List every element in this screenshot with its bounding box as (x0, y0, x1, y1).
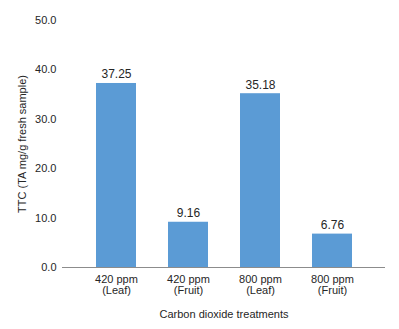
svg-text:10.0: 10.0 (35, 212, 56, 224)
svg-text:800 ppm(Leaf): 800 ppm(Leaf) (239, 273, 282, 296)
svg-text:35.18: 35.18 (245, 78, 275, 92)
svg-text:TTC (TA mg/g fresh sample): TTC (TA mg/g fresh sample) (16, 75, 28, 213)
svg-text:800 ppm(Fruit): 800 ppm(Fruit) (311, 273, 354, 296)
svg-text:40.0: 40.0 (35, 63, 56, 75)
svg-text:30.0: 30.0 (35, 113, 56, 125)
svg-text:50.0: 50.0 (35, 14, 56, 26)
svg-text:420 ppm(Leaf): 420 ppm(Leaf) (95, 273, 138, 296)
svg-text:9.16: 9.16 (177, 206, 201, 220)
svg-text:Carbon dioxide treatments: Carbon dioxide treatments (159, 308, 289, 320)
svg-text:20.0: 20.0 (35, 162, 56, 174)
svg-text:6.76: 6.76 (321, 218, 345, 232)
svg-text:0.0: 0.0 (41, 261, 56, 273)
svg-text:420 ppm(Fruit): 420 ppm(Fruit) (167, 273, 210, 296)
svg-text:37.25: 37.25 (101, 67, 131, 81)
